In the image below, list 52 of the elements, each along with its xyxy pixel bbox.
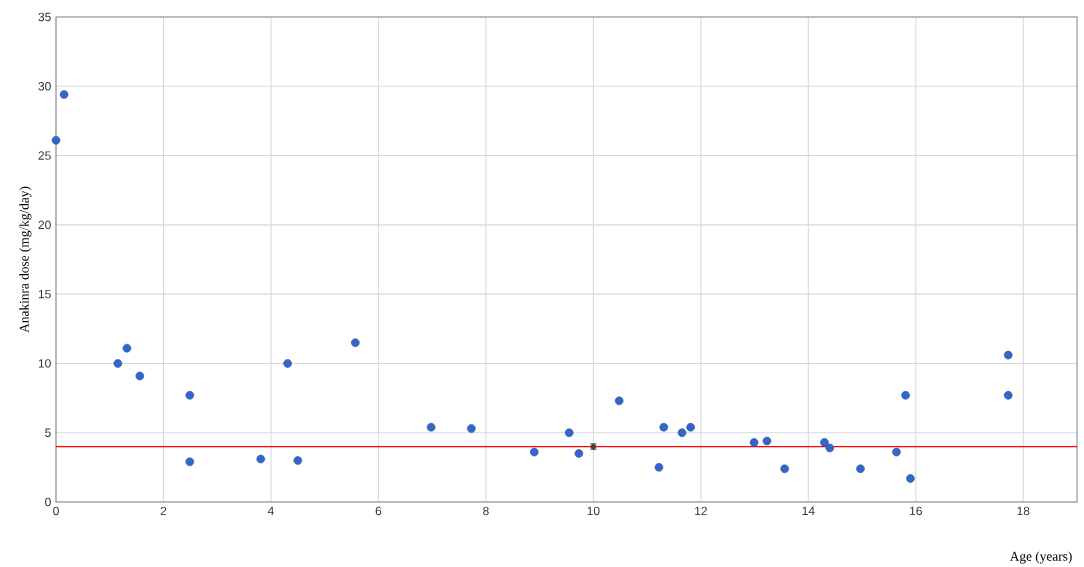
- y-tick-label: 35: [38, 12, 51, 22]
- x-tick-label: 14: [802, 506, 815, 515]
- y-axis-title: Anakinra dose (mg/kg/day): [19, 186, 32, 333]
- point: [906, 474, 915, 483]
- point: [825, 443, 835, 453]
- point: [1003, 350, 1013, 360]
- point: [293, 456, 303, 465]
- x-tick-label: 10: [587, 506, 600, 516]
- point: [135, 371, 145, 381]
- point: [51, 136, 61, 145]
- y-tick-label: 0: [45, 497, 51, 507]
- x-tick-label: 6: [375, 506, 382, 516]
- point: [780, 464, 789, 474]
- y-tick-label: 30: [38, 82, 51, 91]
- point: [677, 428, 687, 437]
- point: [686, 422, 695, 432]
- y-tick-label: 5: [45, 428, 51, 437]
- point: [762, 436, 772, 446]
- point: [614, 396, 624, 406]
- point: [185, 457, 195, 467]
- point: [351, 338, 360, 347]
- point: [113, 359, 123, 368]
- x-tick-label: 8: [483, 506, 489, 516]
- point: [59, 90, 69, 99]
- x-tick-label: 4: [267, 506, 274, 515]
- x-tick-label: 0: [53, 506, 59, 516]
- point: [901, 391, 910, 400]
- point: [574, 449, 584, 458]
- point: [256, 454, 266, 464]
- point: [749, 438, 759, 447]
- x-tick-label: 16: [910, 506, 922, 516]
- point: [659, 422, 669, 432]
- point: [1003, 391, 1013, 400]
- point: [856, 464, 865, 474]
- y-tick-label: 25: [38, 151, 51, 160]
- x-axis-title: Age (years): [1009, 551, 1072, 564]
- point: [529, 447, 539, 457]
- point: [564, 428, 574, 437]
- point: [654, 463, 664, 472]
- y-tick-label: 15: [38, 289, 51, 299]
- y-tick-label: 10: [38, 359, 51, 368]
- x-tick-label: 2: [160, 506, 167, 516]
- point: [467, 424, 476, 433]
- point: [122, 343, 132, 353]
- y-tick-label: 20: [38, 220, 51, 230]
- point: [426, 422, 436, 432]
- point: [283, 359, 292, 368]
- point: [820, 438, 829, 447]
- point: [892, 447, 901, 457]
- x-tick-label: 18: [1017, 506, 1030, 516]
- x-tick-label: 12: [695, 506, 707, 516]
- point: [185, 391, 195, 400]
